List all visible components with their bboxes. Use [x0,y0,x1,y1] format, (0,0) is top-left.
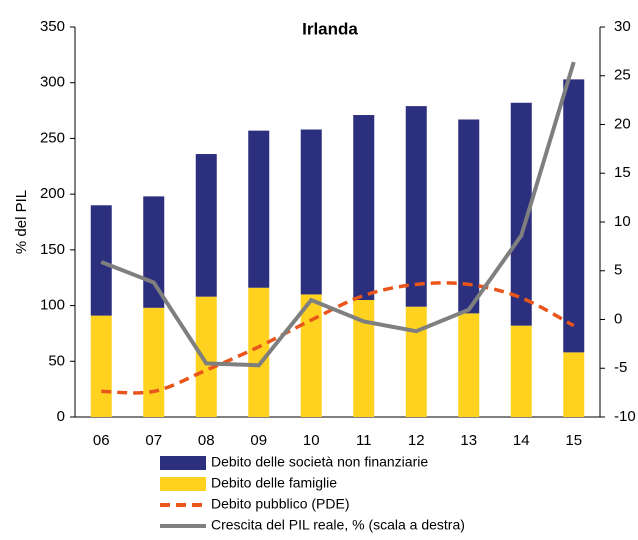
bar [563,79,585,353]
x-tick-label: 15 [565,432,582,449]
x-tick-label: 14 [513,432,530,449]
y2-tick-label: 15 [614,164,631,181]
bar [458,119,480,314]
x-tick-label: 12 [408,432,425,449]
y-tick-label: 350 [40,18,65,35]
x-tick-label: 10 [303,432,320,449]
x-tick-label: 11 [356,432,372,449]
y-tick-label: 50 [48,352,65,369]
y-tick-label: 250 [40,129,65,146]
line-series [101,281,575,395]
x-tick-label: 09 [250,432,267,449]
bar [510,102,532,326]
x-tick-label: 07 [145,432,162,449]
bar [143,307,165,417]
legend-label: Debito pubblico (PDE) [211,496,350,512]
y2-tick-label: 30 [614,18,631,35]
line-series [100,61,576,368]
y2-tick-label: 0 [614,310,622,327]
y-tick-label: 300 [40,74,65,91]
y2-tick-label: 5 [614,262,622,279]
bar [248,287,270,417]
bar [195,296,217,417]
y-tick-label: 100 [40,297,65,314]
bar [195,154,217,297]
bar [90,205,112,316]
y-tick-label: 200 [40,185,65,202]
bar [300,129,322,295]
legend-swatch [160,477,206,491]
x-tick-label: 08 [198,432,215,449]
legend-swatch [160,456,206,470]
y-tick-label: 150 [40,241,65,258]
bar [510,325,532,417]
bar [405,106,427,307]
bar [405,306,427,417]
bar [90,315,112,417]
bar [563,352,585,417]
legend-label: Debito delle società non finanziarie [211,454,428,470]
y-axis-label: % del PIL [13,190,30,254]
bar [458,313,480,417]
y2-tick-label: 10 [614,213,631,230]
y2-tick-label: -10 [614,408,636,425]
bar [353,115,375,301]
legend-label: Debito delle famiglie [211,475,337,491]
chart-title: Irlanda [302,19,358,38]
bar [248,130,270,288]
y2-tick-label: 20 [614,115,631,132]
y2-tick-label: -5 [614,359,627,376]
y-tick-label: 0 [57,408,65,425]
x-tick-label: 06 [93,432,110,449]
bar [300,294,322,417]
bar [353,300,375,417]
y2-tick-label: 25 [614,67,631,84]
x-tick-label: 13 [460,432,477,449]
legend-label: Crescita del PIL reale, % (scala a destr… [211,517,465,533]
